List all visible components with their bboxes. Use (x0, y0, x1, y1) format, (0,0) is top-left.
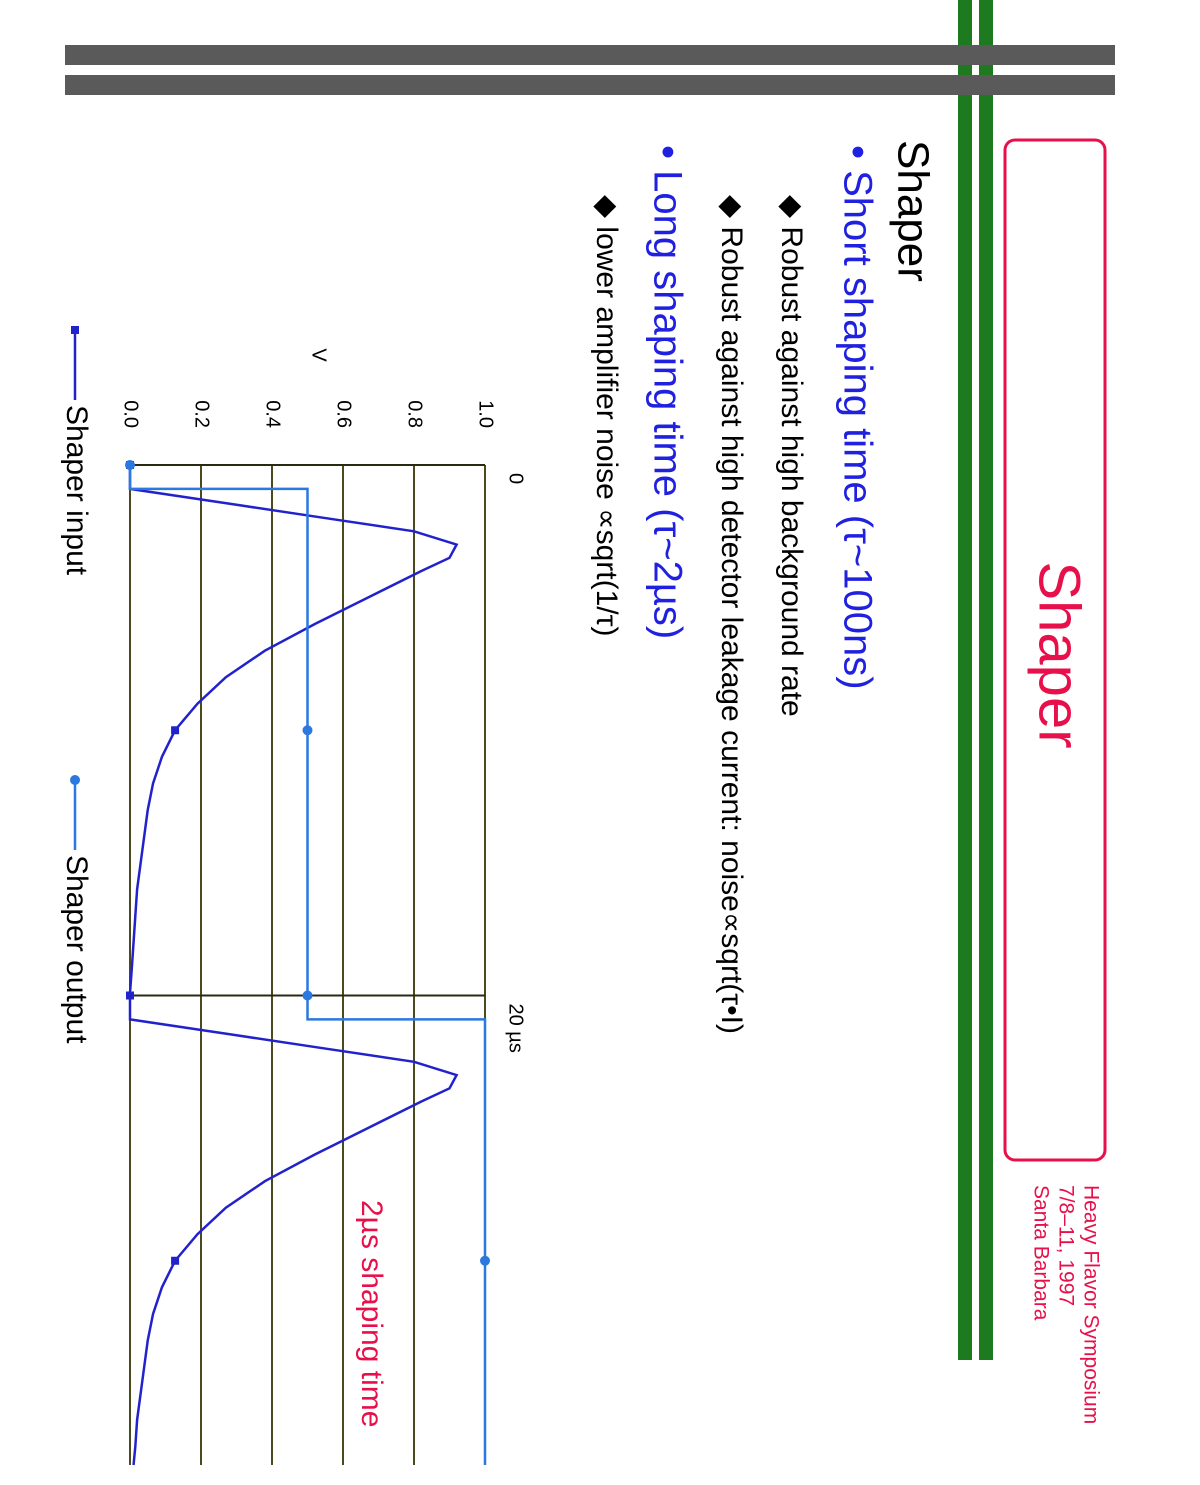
slide-title: Shaper (1027, 561, 1092, 748)
marker (171, 1256, 180, 1265)
annotation: 2µs shaping time (355, 1200, 388, 1427)
bullet: • Long shaping time (τ~2µs) (645, 145, 689, 639)
bullet: ◆ lower amplifier noise ∝sqrt(1/τ) (590, 195, 623, 636)
gray-bar (65, 45, 1115, 65)
y-tick-label: 0.0 (120, 400, 142, 428)
y-tick-label: 1.0 (475, 400, 497, 428)
heading: Shaper (888, 140, 937, 282)
bullet: ◆ Robust against high background rate (775, 195, 808, 717)
y-tick-label: 0.8 (404, 400, 426, 428)
legend-marker (70, 775, 80, 785)
series-line (128, 465, 459, 1466)
y-tick-label: 0.2 (191, 400, 213, 428)
marker (480, 1255, 490, 1266)
gray-bar (65, 75, 1115, 95)
x-tick-label: 20 µs (505, 1004, 527, 1053)
marker (125, 460, 135, 470)
legend-label: Shaper input (60, 405, 93, 576)
y-tick-label: 0.4 (262, 400, 284, 428)
slide-content: Shaper Heavy Flavor Symposium 7/8–11, 19… (60, 0, 1115, 1466)
green-stripe (979, 0, 993, 1360)
marker (302, 725, 313, 736)
marker (171, 726, 180, 735)
conference-line: Heavy Flavor Symposium (1079, 1185, 1102, 1424)
bullet: ◆ Robust against high detector leakage c… (715, 195, 748, 1034)
y-axis-label: V (308, 348, 330, 362)
conference-line: Santa Barbara (1029, 1185, 1052, 1321)
series-line (128, 465, 487, 1465)
title-box (1003, 138, 1107, 1162)
conference-line: 7/8–11, 1997 (1054, 1185, 1077, 1306)
bullet: • Short shaping time (τ~100ns) (835, 145, 879, 690)
green-stripe (958, 0, 972, 1360)
legend-marker (71, 326, 79, 334)
marker (126, 991, 134, 1000)
y-tick-label: 0.6 (333, 400, 355, 428)
legend-label: Shaper output (60, 855, 93, 1044)
marker (302, 990, 313, 1001)
x-tick-label: 0 (505, 473, 527, 484)
